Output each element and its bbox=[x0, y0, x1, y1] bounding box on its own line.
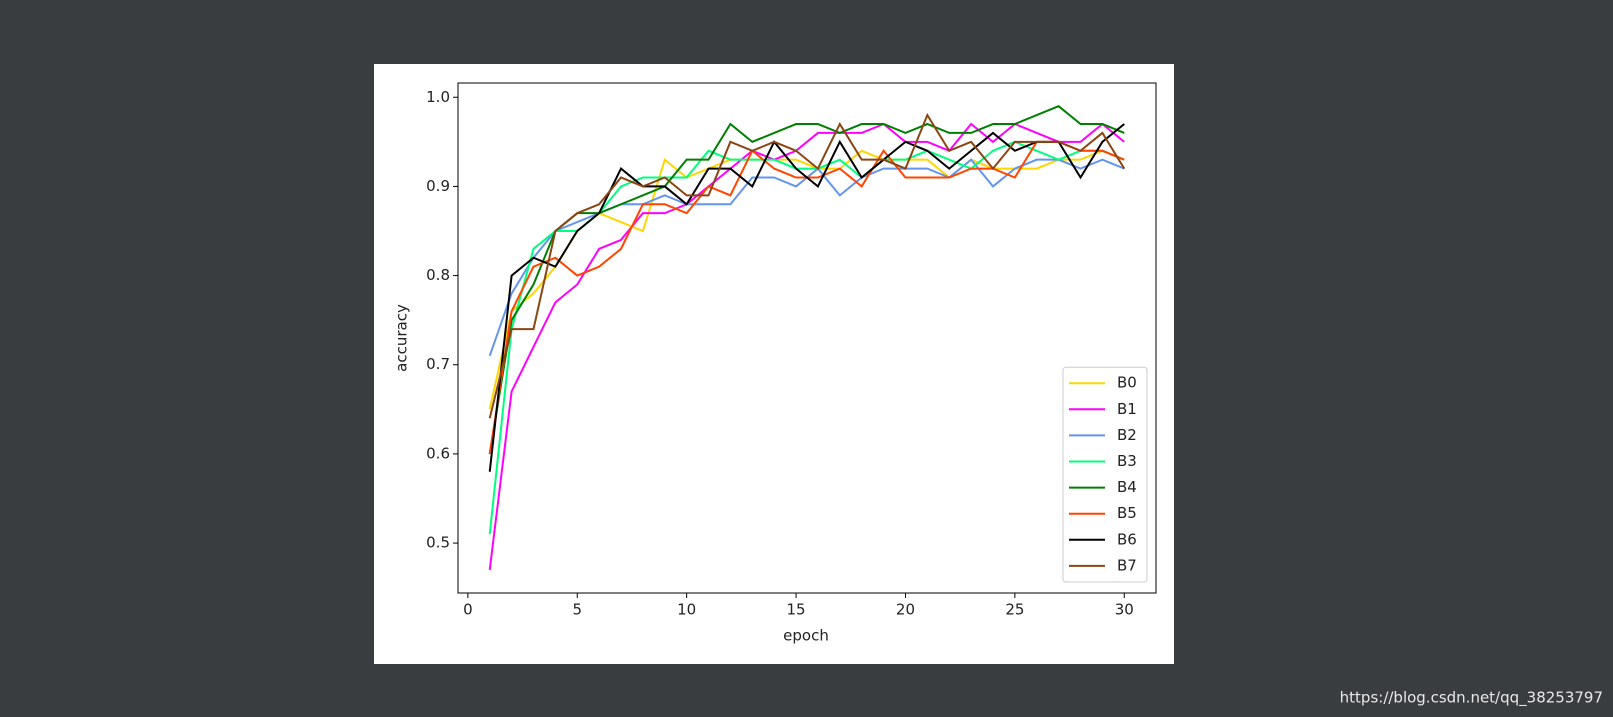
series-line bbox=[488, 122, 1125, 570]
x-axis-label: epoch bbox=[783, 627, 829, 645]
watermark: https://blog.csdn.net/qq_38253797 bbox=[1340, 689, 1603, 708]
y-tick-label: 1.0 bbox=[426, 88, 450, 106]
x-tick-label: 15 bbox=[787, 601, 806, 619]
x-tick-label: 25 bbox=[1005, 601, 1024, 619]
figure bbox=[374, 64, 1174, 664]
plot-frame bbox=[457, 82, 1157, 594]
x-tick-label: 0 bbox=[463, 601, 473, 619]
y-tick-label: 0.5 bbox=[426, 534, 450, 552]
legend-label: B0 bbox=[1117, 374, 1137, 392]
x-tick-label: 5 bbox=[572, 601, 582, 619]
series-line bbox=[488, 112, 1126, 419]
y-tick-label: 0.6 bbox=[426, 444, 450, 462]
legend-label: B5 bbox=[1117, 504, 1137, 522]
x-tick-label: 10 bbox=[677, 601, 696, 619]
x-tick-label: 20 bbox=[896, 601, 915, 619]
y-axis-label: accuracy bbox=[393, 304, 411, 372]
y-tick-label: 0.9 bbox=[426, 177, 450, 195]
legend-label: B6 bbox=[1117, 530, 1137, 548]
legend-box bbox=[1062, 366, 1148, 583]
legend-label: B1 bbox=[1117, 400, 1137, 418]
series-line bbox=[488, 105, 1125, 455]
series-line bbox=[488, 123, 1125, 472]
legend-label: B7 bbox=[1117, 556, 1137, 574]
legend-label: B3 bbox=[1117, 452, 1137, 470]
y-tick-label: 0.8 bbox=[426, 266, 450, 284]
legend-label: B2 bbox=[1117, 426, 1137, 444]
x-tick-label: 30 bbox=[1115, 601, 1134, 619]
legend-label: B4 bbox=[1117, 478, 1137, 496]
y-tick-label: 0.7 bbox=[426, 355, 450, 373]
